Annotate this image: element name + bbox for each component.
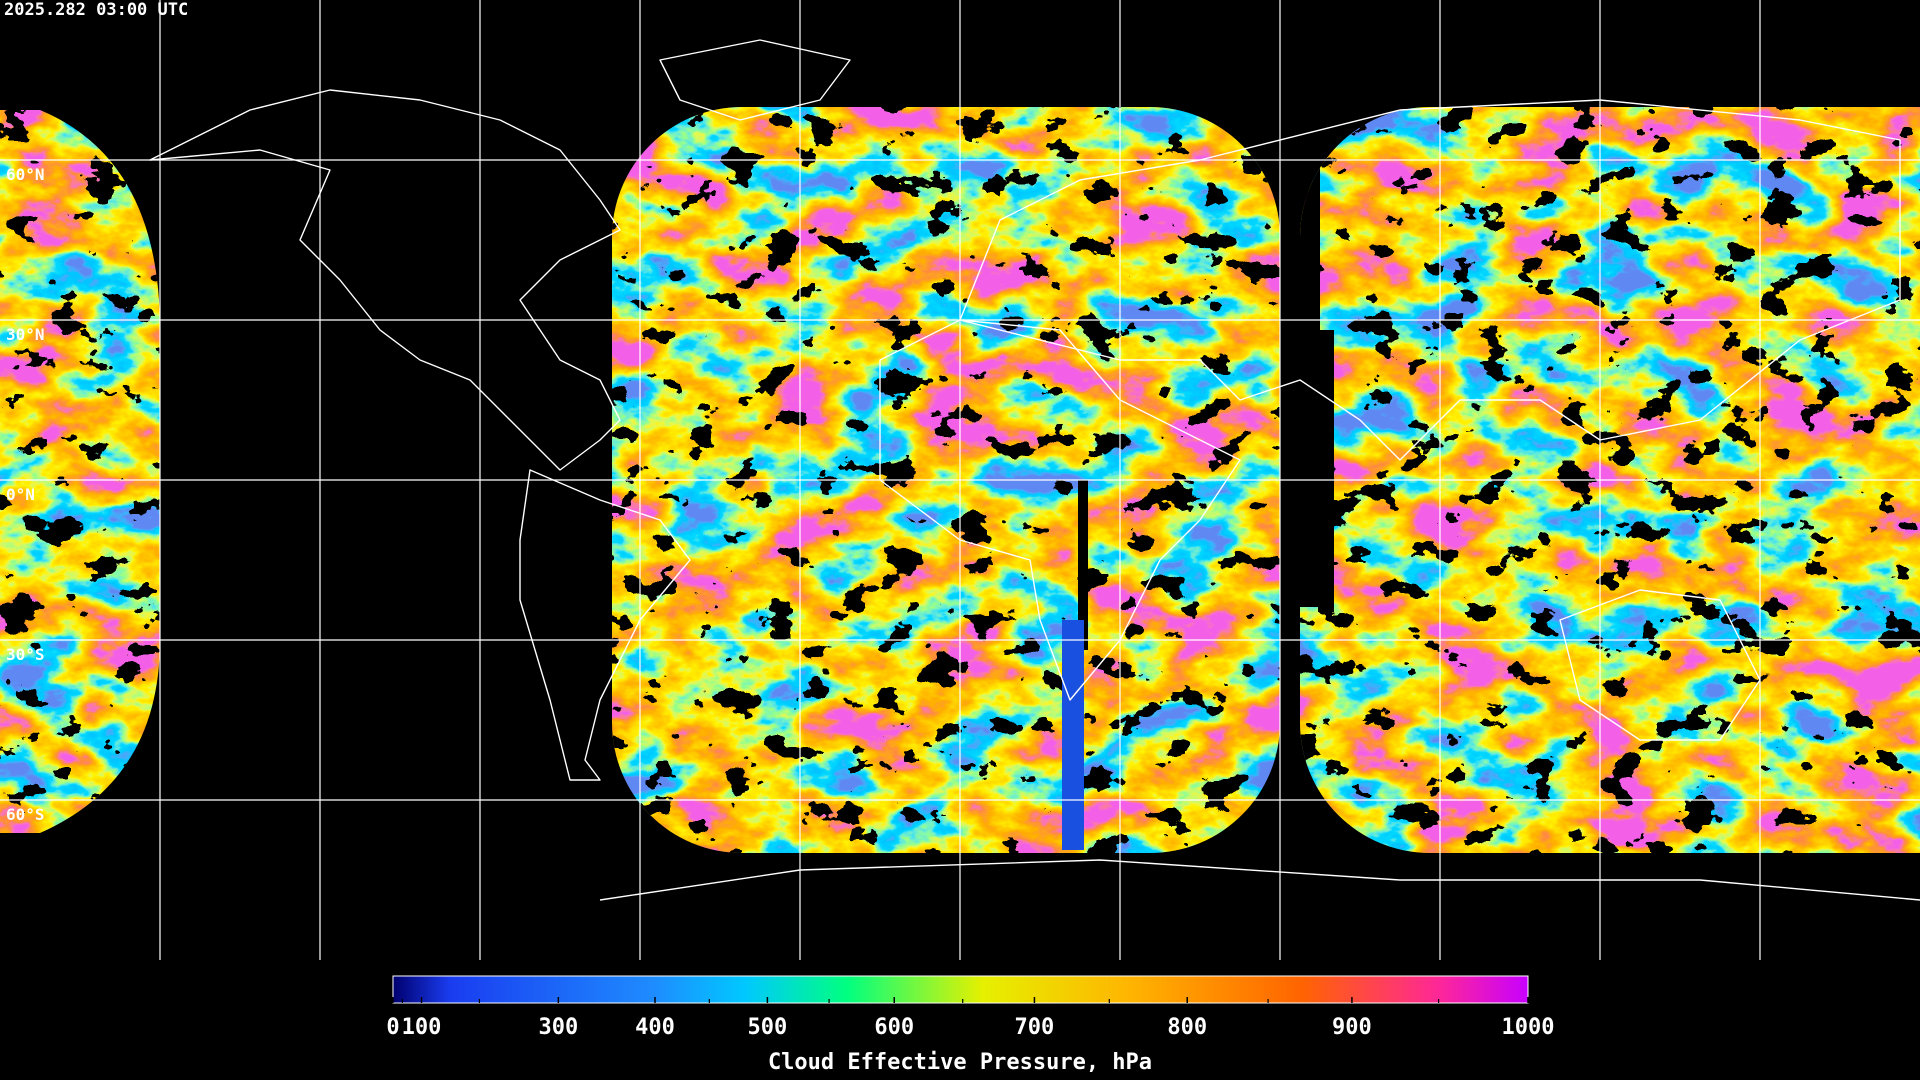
data-gap [1318, 330, 1334, 612]
colorbar-tick-label: 500 [748, 1015, 788, 1040]
colorbar-tick-label: 0 [386, 1015, 399, 1040]
lat-label: 60°S [6, 805, 45, 824]
lat-label: 30°S [6, 645, 45, 664]
lat-label: 30°N [6, 325, 45, 344]
data-gap [1078, 480, 1088, 650]
data-gap [1300, 107, 1320, 607]
colorbar [392, 975, 1529, 1004]
colorbar-tick-label: 800 [1167, 1015, 1207, 1040]
colorbar-tick-label: 1000 [1502, 1015, 1555, 1040]
data-strip [1062, 620, 1084, 850]
colorbar-tick-label: 600 [874, 1015, 914, 1040]
colorbar-tick-label: 300 [538, 1015, 578, 1040]
colorbar-tick-label: 100 [402, 1015, 442, 1040]
lat-label: 60°N [6, 165, 45, 184]
colorbar-title: Cloud Effective Pressure, hPa [768, 1050, 1152, 1075]
timestamp: 2025.282 03:00 UTC [4, 0, 188, 20]
lat-label: 0°N [6, 485, 35, 504]
colorbar-tick-label: 700 [1015, 1015, 1055, 1040]
colorbar-tick-label: 400 [635, 1015, 675, 1040]
coastlines [149, 39, 1920, 901]
graticule [0, 0, 1920, 960]
colorbar-tick-label: 900 [1332, 1015, 1372, 1040]
